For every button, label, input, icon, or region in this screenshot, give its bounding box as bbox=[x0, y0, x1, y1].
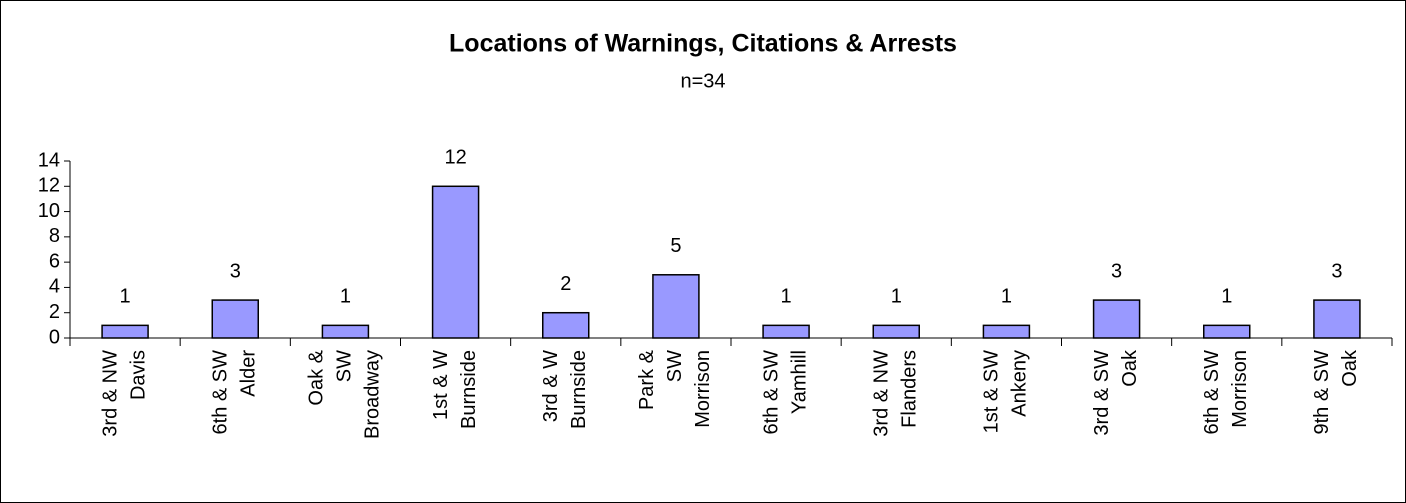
x-tick-label: Flanders bbox=[899, 350, 921, 428]
value-label: 1 bbox=[340, 286, 351, 308]
bar bbox=[211, 299, 259, 339]
bar bbox=[1092, 299, 1141, 339]
x-tick-label: SW bbox=[334, 350, 356, 382]
value-label: 1 bbox=[891, 286, 902, 308]
bar bbox=[101, 324, 149, 339]
value-label: 3 bbox=[1331, 260, 1342, 282]
bar bbox=[431, 185, 480, 339]
x-tick-label: 6th & SW bbox=[210, 350, 232, 435]
y-tick-label: 0 bbox=[49, 326, 60, 348]
x-tick-label: Davis bbox=[127, 350, 149, 400]
x-tick-label: 3rd & SW bbox=[1091, 350, 1113, 436]
x-tick-label: Alder bbox=[238, 350, 260, 397]
x-tick-label: 1st & SW bbox=[981, 350, 1003, 433]
value-label: 5 bbox=[670, 235, 681, 257]
y-tick-label: 6 bbox=[49, 250, 60, 272]
x-tick-label: SW bbox=[664, 350, 686, 382]
bar bbox=[762, 324, 810, 339]
x-tick-label: 3rd & W bbox=[540, 350, 562, 422]
x-tick-label: Broadway bbox=[362, 350, 384, 439]
x-tick-label: Oak & bbox=[306, 349, 328, 405]
x-tick-label: Yamhill bbox=[788, 350, 810, 414]
x-tick-label: 6th & SW bbox=[1201, 350, 1223, 435]
x-tick-label: Morrison bbox=[692, 350, 714, 428]
y-tick-label: 12 bbox=[38, 175, 60, 197]
bar bbox=[542, 311, 590, 339]
x-tick-label: Oak bbox=[1339, 349, 1361, 387]
x-tick-label: 9th & SW bbox=[1311, 350, 1333, 435]
x-tick-label: 1st & W bbox=[430, 350, 452, 420]
x-tick-label: Burnside bbox=[458, 350, 480, 429]
bar bbox=[872, 324, 920, 339]
x-tick-label: Morrison bbox=[1229, 350, 1251, 428]
y-tick-label: 2 bbox=[49, 301, 60, 323]
value-label: 1 bbox=[120, 286, 131, 308]
bar bbox=[1313, 299, 1361, 339]
value-label: 2 bbox=[560, 273, 571, 295]
x-tick-label: 6th & SW bbox=[760, 350, 782, 435]
chart-title: Locations of Warnings, Citations & Arres… bbox=[449, 30, 957, 58]
bar bbox=[321, 324, 370, 339]
value-label: 1 bbox=[781, 286, 792, 308]
value-label: 3 bbox=[230, 260, 241, 282]
y-tick-label: 14 bbox=[38, 149, 60, 171]
x-tick-label: Oak bbox=[1119, 349, 1141, 387]
x-tick-label: 3rd & NW bbox=[871, 350, 893, 437]
x-tick-label: Park & bbox=[636, 349, 658, 410]
x-tick-label: Burnside bbox=[568, 350, 590, 429]
value-label: 3 bbox=[1111, 260, 1122, 282]
value-label: 1 bbox=[1221, 286, 1232, 308]
x-tick-label: 3rd & NW bbox=[99, 350, 121, 437]
bar bbox=[1203, 324, 1251, 339]
y-tick-label: 10 bbox=[38, 200, 60, 222]
y-tick-label: 4 bbox=[49, 276, 60, 298]
x-tick-label: Ankeny bbox=[1009, 350, 1031, 417]
y-tick-label: 8 bbox=[49, 225, 60, 247]
chart-subtitle: n=34 bbox=[680, 70, 725, 92]
bar bbox=[652, 274, 700, 339]
value-label: 12 bbox=[444, 147, 466, 169]
value-label: 1 bbox=[1001, 286, 1012, 308]
bar bbox=[982, 324, 1031, 339]
